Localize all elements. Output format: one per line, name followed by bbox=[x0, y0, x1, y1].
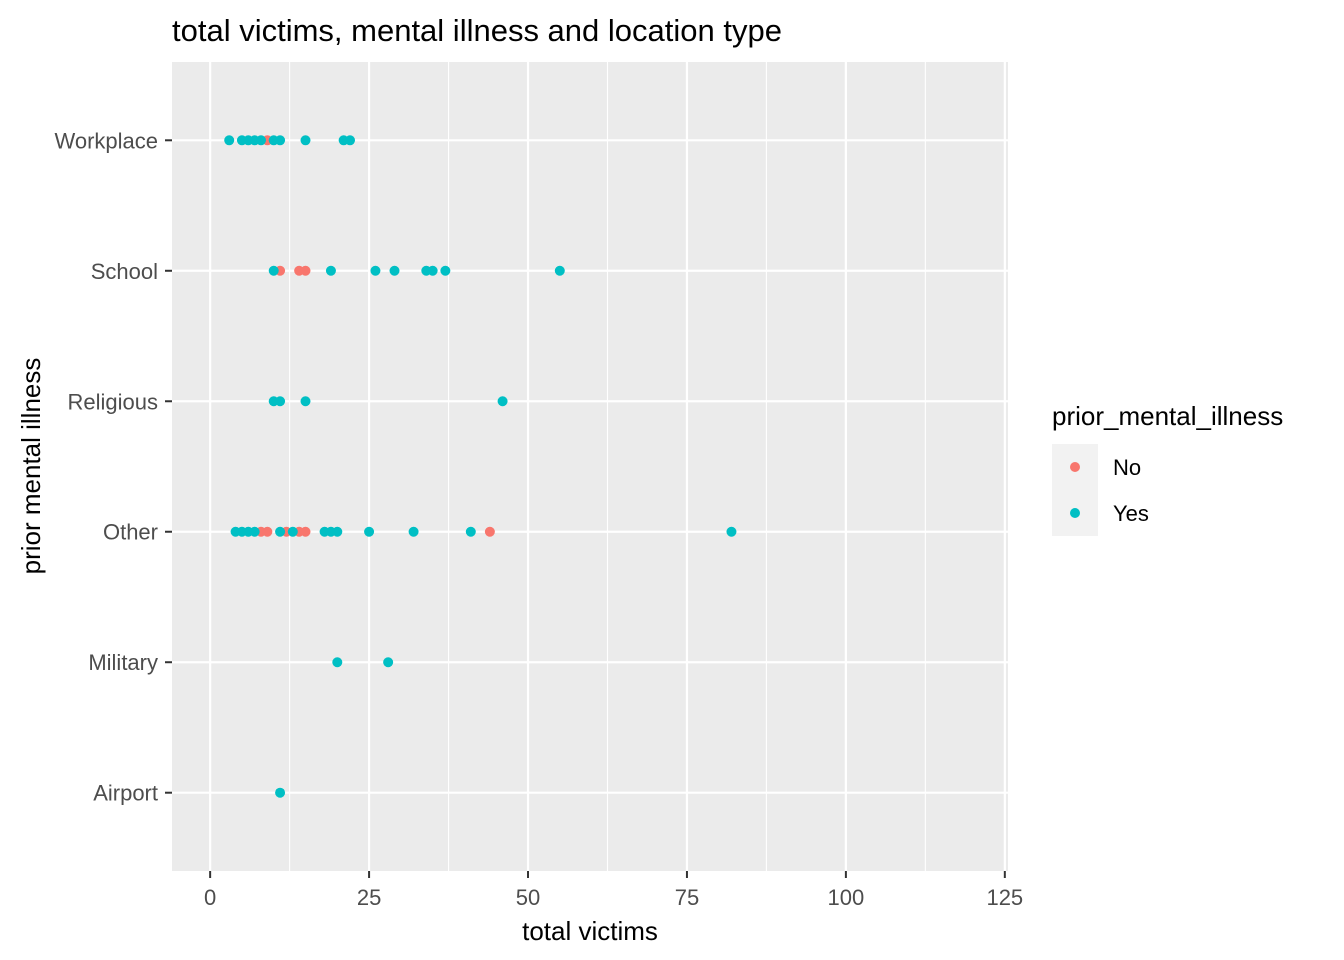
data-point-yes bbox=[332, 657, 343, 668]
data-point-yes bbox=[275, 396, 286, 407]
axes: 0 25 50 75 100 125 Airport Military Other Religio… bbox=[54, 128, 1023, 910]
data-point-yes bbox=[325, 265, 336, 276]
data-point-yes bbox=[497, 396, 508, 407]
legend-key-no bbox=[1070, 462, 1080, 472]
y-tick-label: Military bbox=[88, 650, 158, 675]
data-point-yes bbox=[554, 265, 565, 276]
y-tick-label: Other bbox=[103, 520, 158, 545]
legend-key-yes bbox=[1070, 508, 1080, 518]
data-point-no bbox=[262, 526, 273, 537]
x-tick-label: 100 bbox=[828, 885, 865, 910]
data-point-yes bbox=[224, 135, 235, 146]
data-point-yes bbox=[345, 135, 356, 146]
y-tick-label: School bbox=[91, 259, 158, 284]
y-tick-label: Workplace bbox=[54, 128, 158, 153]
gridlines bbox=[172, 62, 1008, 871]
data-points bbox=[224, 135, 737, 798]
data-point-yes bbox=[440, 265, 451, 276]
legend-keys: No Yes bbox=[1052, 444, 1149, 536]
data-point-yes bbox=[275, 526, 286, 537]
data-point-yes bbox=[364, 526, 375, 537]
data-point-yes bbox=[370, 265, 381, 276]
chart-title: total victims, mental illness and locati… bbox=[172, 13, 782, 48]
x-tick-label: 25 bbox=[357, 885, 381, 910]
data-point-yes bbox=[249, 526, 260, 537]
data-point-yes bbox=[300, 396, 311, 407]
x-tick-label: 0 bbox=[204, 885, 216, 910]
legend: prior_mental_illness No Yes bbox=[1052, 401, 1283, 536]
x-tick-label: 75 bbox=[675, 885, 699, 910]
data-point-yes bbox=[726, 526, 737, 537]
data-point-yes bbox=[275, 135, 286, 146]
data-point-yes bbox=[300, 135, 311, 146]
data-point-yes bbox=[287, 526, 298, 537]
data-point-yes bbox=[408, 526, 419, 537]
data-point-yes bbox=[465, 526, 476, 537]
data-point-no bbox=[484, 526, 495, 537]
data-point-yes bbox=[268, 265, 279, 276]
x-tick-label: 125 bbox=[986, 885, 1023, 910]
y-tick-label: Religious bbox=[68, 389, 159, 414]
data-point-yes bbox=[427, 265, 438, 276]
x-tick-label: 50 bbox=[516, 885, 540, 910]
legend-title: prior_mental_illness bbox=[1052, 401, 1283, 431]
y-tick-label: Airport bbox=[93, 781, 158, 806]
y-axis-title: prior mental illness bbox=[16, 358, 46, 575]
legend-label-no: No bbox=[1113, 455, 1141, 480]
data-point-yes bbox=[332, 526, 343, 537]
data-point-no bbox=[300, 265, 311, 276]
legend-label-yes: Yes bbox=[1113, 501, 1149, 526]
data-point-yes bbox=[275, 787, 286, 798]
data-point-yes bbox=[256, 135, 267, 146]
legend-key-background bbox=[1052, 444, 1098, 536]
data-point-yes bbox=[383, 657, 394, 668]
data-point-yes bbox=[389, 265, 400, 276]
plot-panel bbox=[172, 62, 1008, 871]
data-point-no bbox=[300, 526, 311, 537]
x-axis-title: total victims bbox=[522, 916, 658, 946]
